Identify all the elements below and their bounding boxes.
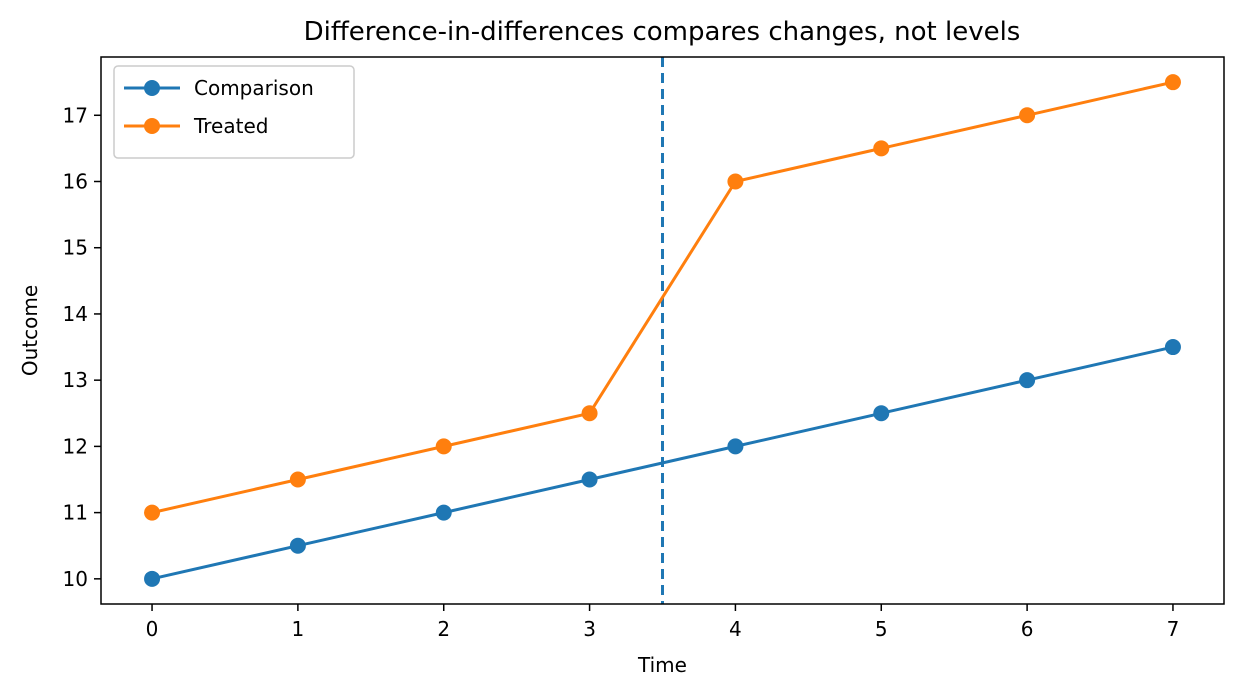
y-axis: 10 11 12 13 14 15 16 17	[63, 103, 101, 591]
x-tick-label: 0	[146, 617, 159, 641]
data-point-treated	[581, 405, 598, 422]
series-line-comparison	[151, 345, 1174, 581]
legend-marker-comparison	[144, 80, 160, 96]
x-tick-label: 4	[729, 617, 742, 641]
data-point-treated	[727, 173, 744, 190]
data-point-comparison	[435, 504, 452, 521]
x-tick-label: 5	[875, 617, 888, 641]
data-point-treated	[1019, 107, 1036, 124]
data-point-treated	[1164, 74, 1181, 91]
data-point-treated	[144, 504, 161, 521]
y-axis-label: Outcome	[18, 285, 42, 376]
legend: Comparison Treated	[113, 65, 355, 159]
data-point-comparison	[1019, 372, 1036, 389]
y-tick-label: 13	[63, 368, 88, 392]
y-tick-label: 17	[63, 103, 88, 127]
data-point-comparison	[873, 405, 890, 422]
x-axis: 0 1 2 3 4 5 6 7	[146, 604, 1180, 641]
x-tick-label: 2	[437, 617, 450, 641]
data-point-comparison	[144, 570, 161, 587]
series-line-treated	[151, 80, 1174, 515]
data-point-comparison	[727, 438, 744, 455]
data-point-treated	[289, 471, 306, 488]
x-tick-label: 6	[1021, 617, 1034, 641]
y-tick-label: 10	[63, 567, 88, 591]
y-tick-label: 14	[63, 302, 88, 326]
data-point-treated	[873, 140, 890, 157]
data-point-comparison	[289, 537, 306, 554]
x-axis-label: Time	[637, 653, 687, 677]
y-tick-label: 15	[63, 236, 88, 260]
x-tick-label: 3	[583, 617, 596, 641]
data-point-treated	[435, 438, 452, 455]
data-point-comparison	[581, 471, 598, 488]
legend-label-comparison: Comparison	[194, 76, 314, 100]
legend-label-treated: Treated	[193, 114, 268, 138]
chart-title: Difference-in-differences compares chang…	[304, 17, 1021, 47]
y-tick-label: 11	[63, 501, 88, 525]
y-tick-label: 12	[63, 434, 88, 458]
x-tick-label: 7	[1167, 617, 1180, 641]
plot-frame	[100, 56, 1225, 605]
x-tick-label: 1	[292, 617, 305, 641]
plot-area	[144, 57, 1181, 604]
y-tick-label: 16	[63, 169, 88, 193]
data-point-comparison	[1164, 339, 1181, 356]
legend-marker-treated	[144, 118, 160, 134]
